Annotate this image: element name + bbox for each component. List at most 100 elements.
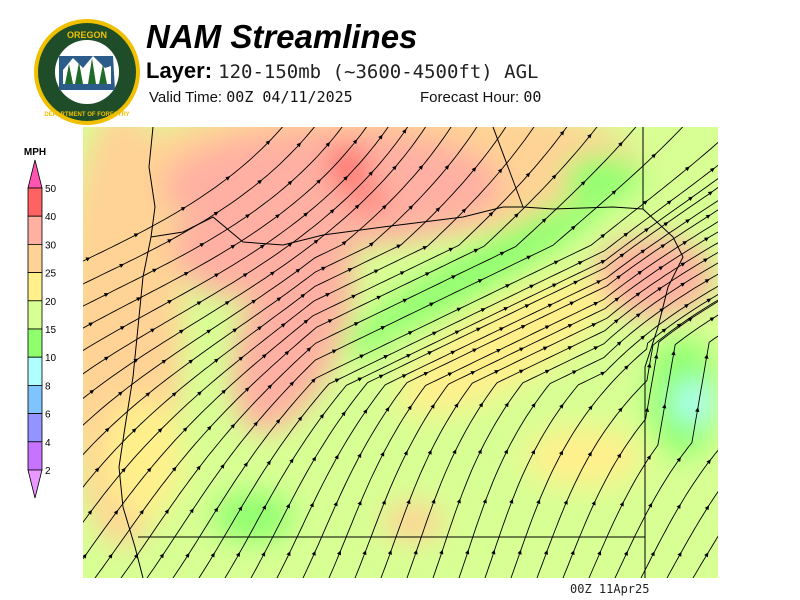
streamline-arrow: [709, 317, 715, 322]
legend-label: 10: [45, 353, 57, 364]
streamline-arrow: [520, 325, 526, 330]
streamline-arrow: [430, 403, 435, 409]
streamline-arrow: [542, 346, 548, 351]
streamline-arrow: [623, 550, 628, 556]
streamline-arrow: [476, 327, 482, 332]
streamline-arrow: [133, 553, 139, 559]
streamline: [536, 299, 718, 578]
streamline-arrow: [406, 499, 411, 505]
streamline-arrow: [402, 128, 407, 134]
streamline-arrow: [648, 502, 653, 508]
streamline-arrow: [210, 552, 215, 558]
streamline-arrow: [399, 271, 405, 276]
streamline-arrow: [497, 168, 503, 174]
streamline-arrow: [662, 403, 667, 409]
streamline-arrow: [159, 553, 164, 559]
streamline-arrow: [551, 174, 557, 180]
streamline-arrow: [378, 134, 383, 140]
streamline-arrow: [289, 458, 294, 464]
streamline-arrow: [470, 371, 476, 376]
streamline-arrow: [505, 284, 511, 289]
streamline-arrow: [199, 243, 205, 248]
streamline-arrow: [591, 500, 596, 506]
streamline-arrow: [171, 466, 177, 472]
streamline-arrow: [257, 179, 263, 185]
streamline-arrow: [491, 549, 496, 555]
streamline-arrow: [392, 165, 397, 171]
streamline-arrow: [333, 501, 338, 507]
streamline-arrow: [432, 331, 438, 336]
legend-label: 15: [45, 325, 57, 336]
streamline-arrow: [133, 358, 139, 363]
legend-swatch: [27, 215, 43, 245]
streamline-arrow: [108, 553, 113, 559]
streamline-arrow: [448, 247, 454, 252]
streamline-arrow: [266, 460, 271, 466]
streamline-arrow: [354, 204, 360, 210]
streamline-arrow: [238, 356, 244, 362]
streamline-arrow: [704, 237, 710, 242]
legend-swatch: [27, 413, 43, 443]
streamline-arrow: [104, 427, 110, 433]
streamline-arrow: [707, 191, 713, 196]
streamline-arrow: [235, 552, 241, 558]
streamline-arrow: [300, 293, 306, 299]
streamline-arrow: [567, 324, 573, 329]
streamline: [198, 164, 718, 578]
streamline-arrow: [164, 509, 169, 514]
streamline-arrow: [220, 463, 225, 469]
streamline: [328, 221, 718, 578]
streamline-arrow: [418, 164, 424, 170]
streamline-arrow: [552, 283, 558, 288]
streamline-arrow: [259, 244, 265, 249]
streamline-arrow: [705, 214, 711, 219]
streamline-arrow: [593, 302, 599, 306]
streamline-arrow: [526, 255, 532, 260]
streamline: [83, 127, 507, 488]
legend-swatch: [27, 272, 43, 302]
legend-swatch: [27, 328, 43, 358]
streamline-arrow: [262, 504, 267, 510]
streamline-arrow: [644, 407, 650, 412]
streamline-arrow: [352, 139, 358, 145]
streamline-arrow: [133, 233, 139, 238]
streamline-arrow: [451, 275, 457, 280]
streamline-arrow: [275, 214, 280, 219]
streamline-arrow: [544, 325, 550, 330]
legend-over-triangle: [27, 159, 43, 189]
streamline-arrow: [567, 346, 573, 351]
streamline-arrow: [618, 407, 623, 413]
streamline-arrow: [503, 449, 508, 455]
streamline-arrow: [378, 374, 384, 379]
streamline-arrow: [376, 295, 382, 300]
streamline: [432, 262, 718, 578]
streamline-arrow: [380, 451, 385, 457]
streamline: [562, 300, 718, 578]
streamline-arrow: [569, 301, 575, 306]
streamline-arrow: [242, 273, 248, 278]
streamline-arrow: [499, 251, 505, 256]
streamline-arrow: [303, 319, 309, 325]
streamline-arrow: [600, 260, 606, 265]
streamline-arrow: [477, 279, 483, 284]
legend-label: 40: [45, 212, 57, 223]
streamline-arrow: [327, 319, 333, 324]
streamline-arrow: [311, 456, 317, 462]
streamline-arrow: [311, 550, 316, 556]
streamline-arrow: [363, 408, 368, 414]
streamline-arrow: [524, 304, 530, 309]
streamline-arrow: [206, 425, 212, 431]
streamline-arrow: [519, 347, 525, 352]
streamline-arrow: [447, 372, 453, 377]
streamline-arrow: [616, 275, 622, 280]
streamline-arrow: [380, 326, 386, 331]
streamline-arrow: [427, 449, 432, 455]
coastline: [118, 127, 156, 578]
washington-oregon-border: [150, 206, 644, 246]
streamline-arrow: [117, 391, 123, 396]
streamline-arrow: [214, 273, 220, 278]
streamline-arrow: [325, 142, 331, 147]
streamline-arrow: [559, 403, 564, 409]
streamline-arrow: [518, 369, 524, 374]
streamline-arrow: [94, 467, 100, 473]
